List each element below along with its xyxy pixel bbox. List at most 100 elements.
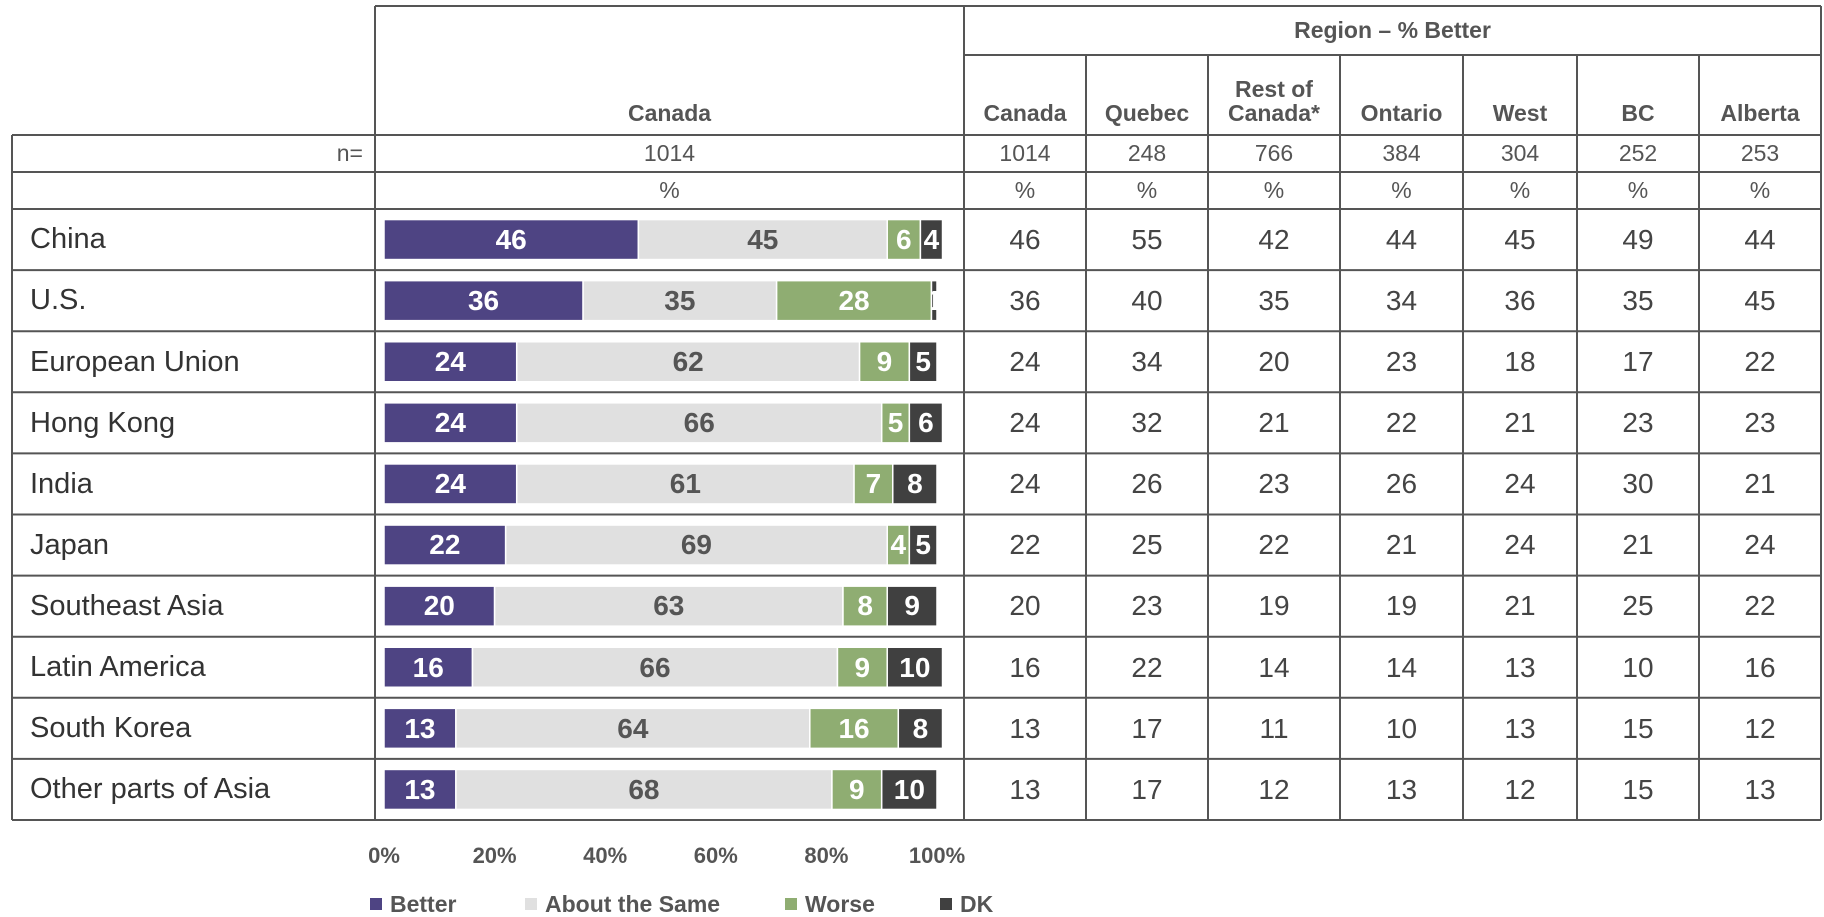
table-value: 24 bbox=[1009, 346, 1041, 378]
unit-label: % bbox=[1749, 177, 1771, 204]
table-value: 36 bbox=[1504, 284, 1536, 316]
table-value: 21 bbox=[1385, 529, 1418, 561]
table-value: 45 bbox=[1504, 223, 1536, 255]
column-header: Canada bbox=[627, 99, 712, 126]
n-value: 1014 bbox=[643, 140, 696, 167]
table-value: 23 bbox=[1385, 346, 1418, 378]
table-value: 22 bbox=[1744, 590, 1776, 622]
bar-label: 63 bbox=[653, 590, 685, 622]
table-value: 16 bbox=[1009, 651, 1041, 683]
bar-segment bbox=[383, 707, 457, 750]
bar-segment bbox=[471, 646, 839, 688]
column-header: Alberta bbox=[1720, 99, 1800, 126]
table-value: 19 bbox=[1385, 590, 1418, 622]
table-value: 34 bbox=[1385, 284, 1418, 316]
bar-segment bbox=[809, 707, 900, 750]
legend-swatch bbox=[940, 898, 952, 910]
row-label: European Union bbox=[30, 345, 240, 378]
bar-segment bbox=[637, 218, 888, 261]
bar-segment bbox=[930, 279, 938, 322]
bar-segment bbox=[383, 463, 518, 505]
table-value: 24 bbox=[1504, 468, 1536, 500]
bar-segment bbox=[858, 341, 911, 383]
table-value: 20 bbox=[1258, 346, 1290, 378]
bar-label: 8 bbox=[912, 712, 929, 744]
table-value: 25 bbox=[1131, 529, 1163, 561]
table-value: 15 bbox=[1622, 773, 1654, 805]
bar-label: 1 bbox=[931, 270, 937, 331]
bar-segment bbox=[383, 218, 640, 261]
unit-label: % bbox=[659, 177, 680, 204]
table-value: 24 bbox=[1009, 468, 1041, 500]
bar-segment bbox=[775, 279, 933, 322]
table-value: 10 bbox=[1385, 712, 1418, 744]
bar-segment bbox=[515, 402, 883, 444]
table-value: 21 bbox=[1504, 590, 1536, 622]
table-value: 15 bbox=[1622, 712, 1654, 744]
table-value: 55 bbox=[1131, 223, 1163, 255]
bar-label: 61 bbox=[669, 468, 701, 500]
table-value: 46 bbox=[1009, 223, 1041, 255]
bar-label: 20 bbox=[423, 590, 455, 622]
row-label: China bbox=[30, 223, 106, 256]
row-label: Japan bbox=[30, 528, 110, 561]
table-value: 42 bbox=[1258, 223, 1290, 255]
bar-segment bbox=[892, 463, 938, 505]
n-value: 252 bbox=[1618, 140, 1658, 167]
table-value: 13 bbox=[1504, 712, 1536, 744]
bar-label: 22 bbox=[429, 529, 461, 561]
legend-label: Worse bbox=[805, 890, 875, 917]
table-value: 13 bbox=[1009, 773, 1041, 805]
legend-swatch bbox=[525, 898, 537, 910]
bar-segment bbox=[886, 646, 944, 688]
table-value: 35 bbox=[1258, 284, 1290, 316]
bar-label: 36 bbox=[467, 284, 500, 316]
table-value: 13 bbox=[1385, 773, 1418, 805]
bar-segment bbox=[853, 463, 894, 505]
table-value: 11 bbox=[1259, 712, 1289, 744]
table-value: 16 bbox=[1744, 651, 1776, 683]
unit-label: % bbox=[1014, 177, 1036, 204]
bar-label: 24 bbox=[434, 407, 466, 439]
x-tick-label: 80% bbox=[804, 843, 849, 869]
bar-segment bbox=[383, 341, 518, 383]
bar-label: 16 bbox=[838, 712, 870, 744]
bar-label: 24 bbox=[434, 346, 466, 378]
row-label: India bbox=[30, 467, 93, 500]
bar-label: 8 bbox=[857, 590, 873, 622]
bar-segment bbox=[383, 279, 584, 322]
bar-label: 5 bbox=[915, 346, 931, 378]
bar-label: 10 bbox=[893, 773, 925, 805]
bar-label: 9 bbox=[849, 773, 865, 805]
row-label: Other parts of Asia bbox=[30, 773, 271, 806]
bar-segment bbox=[908, 402, 944, 444]
bar-segment bbox=[383, 402, 518, 444]
n-value: 384 bbox=[1382, 140, 1421, 167]
bar-label: 46 bbox=[495, 223, 527, 255]
bar-label: 6 bbox=[918, 407, 934, 439]
table-value: 12 bbox=[1744, 712, 1776, 744]
bar-label: 9 bbox=[904, 590, 920, 622]
bar-segment bbox=[919, 218, 944, 261]
bar-label: 66 bbox=[683, 407, 715, 439]
column-header: Rest of Canada* bbox=[1227, 75, 1321, 126]
bar-segment bbox=[504, 524, 888, 566]
x-tick-label: 60% bbox=[693, 843, 738, 869]
table-value: 22 bbox=[1009, 529, 1041, 561]
column-header: BC bbox=[1621, 99, 1655, 126]
table-value: 44 bbox=[1744, 223, 1776, 255]
bar-label: 68 bbox=[628, 773, 660, 805]
table-value: 12 bbox=[1504, 773, 1536, 805]
table-value: 35 bbox=[1622, 284, 1654, 316]
x-tick-label: 20% bbox=[472, 843, 517, 869]
unit-label: % bbox=[1509, 177, 1531, 204]
table-value: 23 bbox=[1744, 407, 1776, 439]
table-value: 17 bbox=[1622, 346, 1654, 378]
table-value: 23 bbox=[1131, 590, 1163, 622]
column-header: West bbox=[1492, 99, 1548, 126]
bar-label: 45 bbox=[747, 223, 779, 255]
legend-label: About the Same bbox=[545, 890, 721, 917]
bar-segment bbox=[582, 279, 778, 322]
table-value: 21 bbox=[1622, 529, 1654, 561]
